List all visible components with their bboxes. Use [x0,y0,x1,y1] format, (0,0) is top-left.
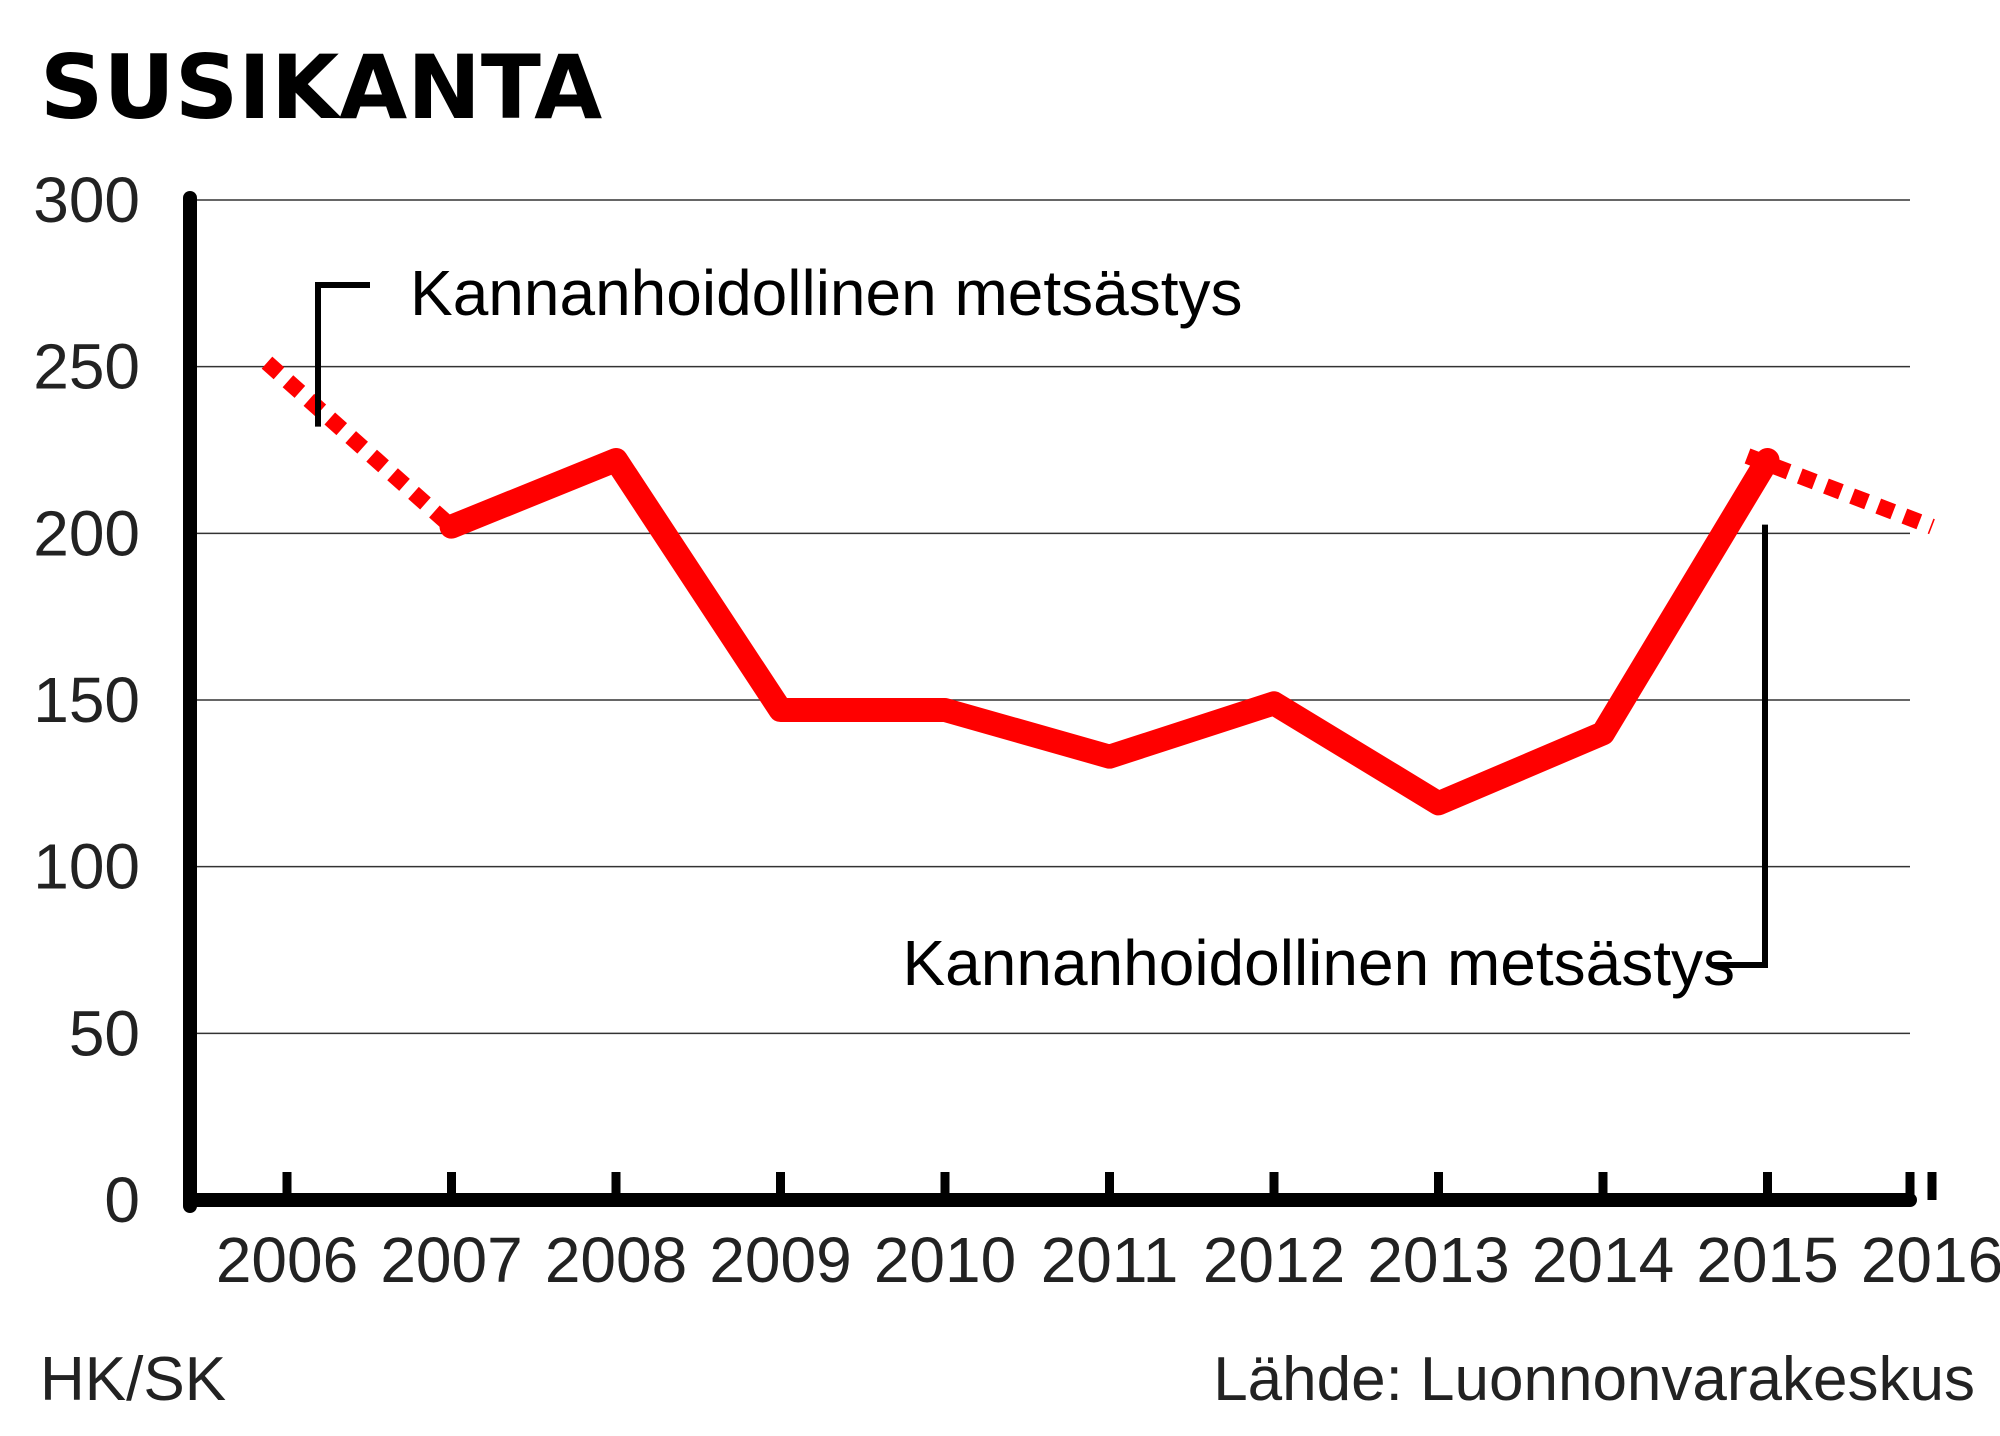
y-tick-label: 100 [33,831,140,903]
series-line [261,356,1935,816]
y-tick-label: 300 [33,164,140,236]
y-tick-label: 250 [33,331,140,403]
x-tick-label: 2007 [380,1224,522,1296]
chart-title: SUSIKANTA [40,36,602,139]
credit-label: HK/SK [40,1345,226,1414]
x-tick-label: 2015 [1696,1224,1838,1296]
x-tick-label: 2009 [709,1224,851,1296]
axes [183,191,1917,1213]
x-tick-label: 2008 [545,1224,687,1296]
annotation-bracket-2006 [315,282,370,427]
x-tick-label: 2016 [1861,1224,2000,1296]
series-line-solid [439,448,1780,816]
series-line-dashed [1744,448,1935,535]
x-tick-label: 2011 [1041,1224,1179,1296]
y-axis-ticks: 0 50 100 150 200 250 300 [33,164,140,1236]
series-line-dashed [261,356,457,533]
x-tick-label: 2013 [1367,1224,1509,1296]
x-tick-label: 2012 [1203,1224,1345,1296]
annotation-label-hunting-2015: Kannanhoidollinen metsästys [902,927,1735,999]
y-tick-label: 50 [69,997,140,1069]
gridlines [190,199,1910,1035]
x-tick-label: 2014 [1532,1224,1674,1296]
annotation-bracket-2015 [1712,524,1768,968]
source-label: Lähde: Luonnonvarakeskus [1213,1345,1975,1414]
annotation-label-hunting-2006: Kannanhoidollinen metsästys [410,257,1243,329]
x-tick-label: 2006 [216,1224,358,1296]
y-tick-label: 0 [104,1164,140,1236]
x-tick-label: 2010 [874,1224,1016,1296]
x-axis-ticks: 2006 2007 2008 2009 2010 2011 2012 2013 2014 2015… [216,1172,2000,1296]
y-tick-label: 150 [33,664,140,736]
annotations: Kannanhoidollinen metsästys Kannanhoidol… [315,257,1768,999]
y-tick-label: 200 [33,497,140,569]
